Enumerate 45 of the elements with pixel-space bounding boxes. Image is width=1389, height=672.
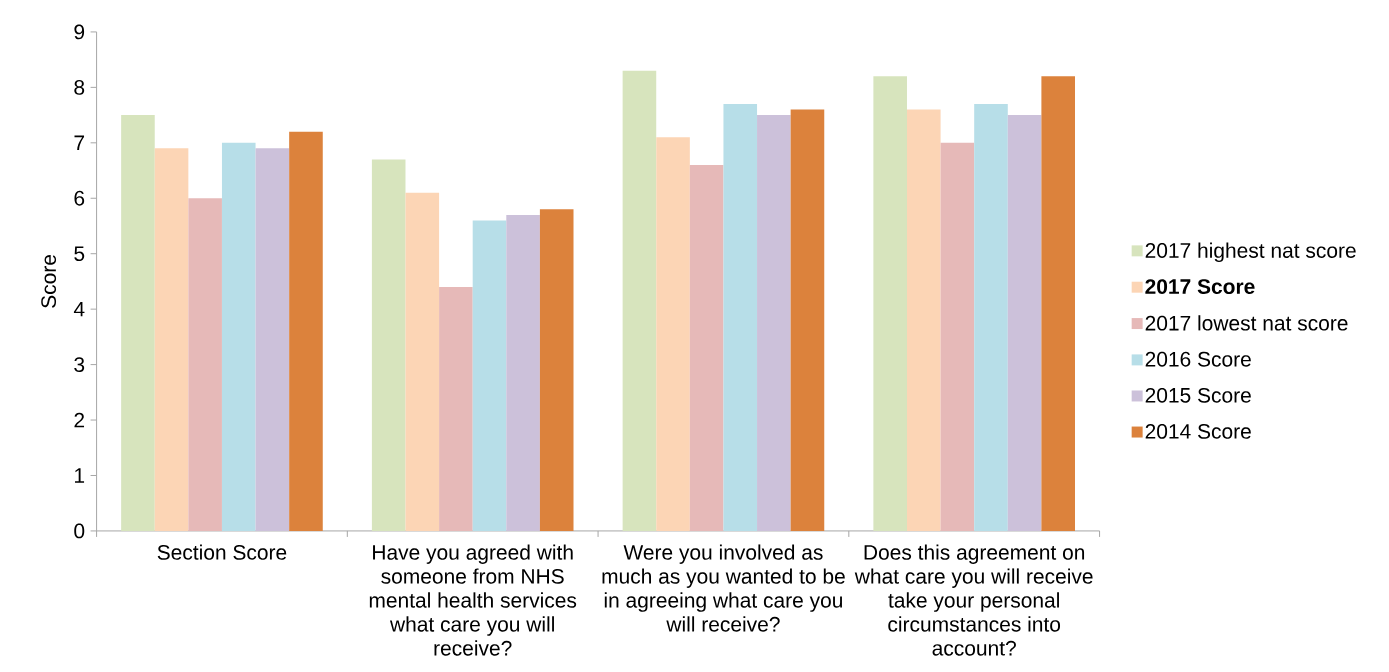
bar xyxy=(289,131,323,532)
y-tick-label: 4 xyxy=(73,302,85,317)
bar xyxy=(1007,115,1042,532)
bar xyxy=(974,104,1008,532)
bar xyxy=(255,148,290,532)
legend-label: 2017 Score xyxy=(1145,279,1255,295)
y-axis-title: Score xyxy=(41,255,57,309)
legend-label: 2014 Score xyxy=(1145,424,1251,439)
bar xyxy=(539,209,574,532)
bar xyxy=(790,109,825,532)
bar xyxy=(622,70,657,532)
legend-label: 2017 lowest nat score xyxy=(1145,315,1348,331)
x-tick-label: Section Score xyxy=(157,544,287,560)
bar xyxy=(121,115,155,532)
y-tick-label: 3 xyxy=(74,357,85,373)
y-tick-label: 0 xyxy=(74,523,85,539)
legend-label: 2017 highest nat score xyxy=(1145,242,1356,263)
bar xyxy=(1041,76,1075,532)
legend-label: 2015 Score xyxy=(1145,388,1251,403)
y-tick-label: 1 xyxy=(75,468,85,483)
y-tick-label: 5 xyxy=(74,246,85,262)
x-tick-label: Have you agreed with someone from NHS mental health services what care you will receive? xyxy=(369,544,577,656)
bar xyxy=(689,165,724,532)
bar xyxy=(906,109,941,532)
bar xyxy=(154,148,189,532)
bar xyxy=(506,215,540,532)
bar xyxy=(405,192,440,532)
bar xyxy=(757,115,791,532)
y-tick-label: 7 xyxy=(74,135,85,151)
y-tick-label: 9 xyxy=(74,24,85,40)
x-tick-label: Does this agreement on what care you will receive take your personal circumstances into account? xyxy=(854,544,1093,656)
bar xyxy=(472,220,507,532)
bar xyxy=(873,76,907,532)
y-tick-label: 6 xyxy=(74,191,85,206)
legend-label: 2016 Score xyxy=(1145,352,1251,367)
bar xyxy=(439,287,473,532)
bar xyxy=(723,104,758,532)
x-tick-label: Were you involved as much as you wanted to be in agreeing what care you will receive? xyxy=(602,544,845,632)
bar xyxy=(221,142,256,532)
bar xyxy=(940,142,975,532)
bar xyxy=(656,137,690,532)
y-tick-label: 8 xyxy=(74,80,85,95)
bar xyxy=(371,159,406,532)
y-tick-label: 2 xyxy=(74,412,85,428)
bar xyxy=(188,198,222,532)
